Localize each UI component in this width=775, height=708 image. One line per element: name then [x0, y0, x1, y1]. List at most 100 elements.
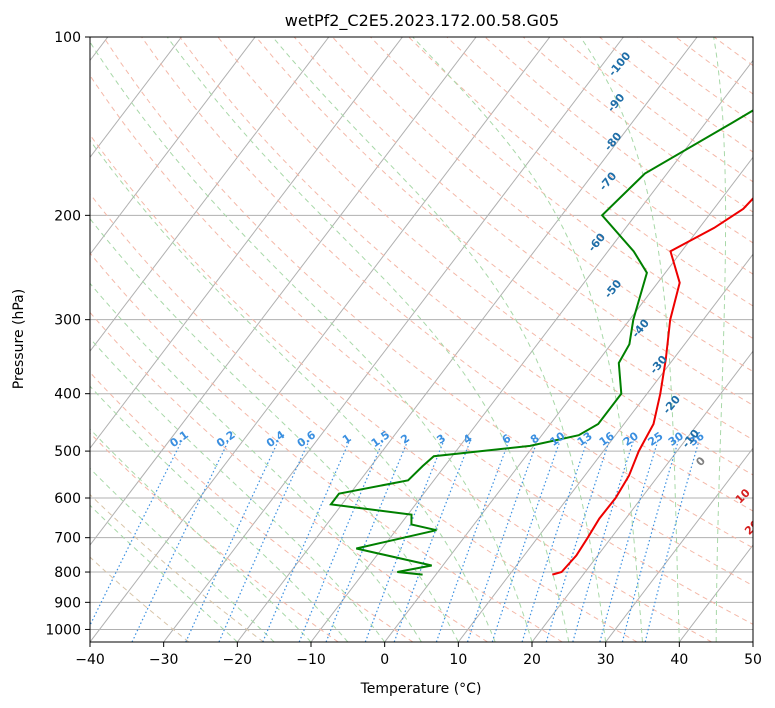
- y-tick-label: 700: [54, 531, 81, 547]
- mixing-ratio-line: [218, 440, 310, 642]
- mixing-ratio-line: [298, 440, 384, 642]
- dry-adiabat-line: [90, 432, 339, 642]
- isotherm-line: [678, 544, 753, 642]
- dry-adiabat-label: -60: [585, 230, 608, 254]
- dry-adiabat-line: [90, 193, 638, 642]
- moist-adiabat-line: [90, 217, 459, 642]
- y-axis-label: Pressure (hPa): [11, 289, 27, 389]
- mixing-ratio-label: 1.5: [369, 428, 392, 450]
- x-axis: −40 −30 −20 −10 0 10 20 30 40 50: [75, 642, 762, 668]
- y-tick-label: 400: [54, 387, 81, 403]
- y-tick-label: 300: [54, 313, 81, 329]
- mixing-ratio-label: 0.6: [295, 428, 319, 450]
- dry-adiabat-label: -90: [605, 91, 628, 115]
- dry-adiabat-line: [332, 37, 753, 373]
- mixing-ratio-line: [364, 440, 445, 642]
- isotherm-line: [90, 37, 403, 449]
- y-axis: 100 200 300 400 500 600 700 800 900 1000: [45, 30, 90, 638]
- mixing-ratio-line: [621, 440, 679, 642]
- mixing-ratio-label: 10: [548, 429, 568, 449]
- isotherm-line: [90, 37, 330, 353]
- plot-frame: [89, 36, 754, 643]
- dry-adiabat-line: [90, 311, 488, 642]
- mixing-ratio-line: [435, 440, 510, 642]
- mixing-ratio-label: 0.1: [167, 428, 190, 450]
- x-tick-label: 0: [380, 652, 389, 668]
- moist-adiabat-line: [90, 428, 312, 642]
- dry-adiabat-label: -80: [602, 130, 625, 154]
- mixing-ratio-line: [545, 440, 610, 642]
- moist-adiabat-line: [90, 504, 238, 642]
- moist-adiabat-label: 20: [742, 517, 762, 537]
- mixing-ratio-label: 1: [340, 432, 354, 447]
- moist-adiabat-line: [90, 282, 422, 642]
- moist-adiabat-line: [713, 37, 727, 642]
- moist-adiabats: [90, 37, 727, 642]
- y-tick-label: 600: [54, 491, 81, 507]
- x-tick-label: 10: [449, 652, 467, 668]
- dry-adiabat-label: -100: [606, 49, 634, 79]
- mixing-ratio-label: 20: [621, 429, 641, 449]
- isotherm-line: [163, 37, 624, 642]
- y-tick-label: 900: [54, 595, 81, 611]
- dry-adiabat-line: [637, 37, 753, 124]
- dry-adiabat-line: [255, 37, 753, 441]
- moist-adiabat-line: [412, 37, 643, 642]
- isotherm-line: [236, 37, 698, 642]
- dry-adiabat-line: [217, 37, 753, 476]
- moist-adiabat-line: [90, 139, 496, 642]
- mixing-ratio-label: 6: [500, 431, 514, 446]
- dry-adiabat-line: [90, 493, 264, 642]
- isotherm-line: [531, 350, 753, 642]
- moist-adiabat-line: [90, 41, 533, 642]
- temperature-profile-line: [552, 197, 753, 576]
- y-tick-label: 100: [54, 30, 81, 46]
- skewed-isotherm-gridlines: [90, 37, 753, 642]
- dry-adiabat-line: [90, 134, 712, 642]
- profile-series: [329, 109, 753, 576]
- moist-adiabat-line: [272, 37, 607, 642]
- isotherm-line: [90, 37, 256, 256]
- moist-adiabat-label: 10: [733, 486, 753, 506]
- dry-adiabat-line: [370, 37, 753, 340]
- mixing-ratio-line: [572, 440, 634, 642]
- isotherm-line: [457, 253, 753, 642]
- y-tick-label: 1000: [45, 622, 81, 638]
- mixing-ratio-line: [466, 440, 539, 642]
- dry-adiabat-line: [141, 37, 753, 549]
- mixing-ratio-label: 4: [461, 431, 475, 446]
- y-tick-label: 800: [54, 565, 81, 581]
- isotherm-line: [90, 37, 477, 546]
- mixing-ratio-label: 0.2: [214, 428, 237, 450]
- mixing-ratio-line: [393, 440, 471, 642]
- mixing-ratio-line: [644, 440, 700, 642]
- mixing-ratio-lines: [90, 440, 700, 642]
- dry-adiabat-line: [103, 37, 753, 587]
- isobar-gridlines: [90, 37, 753, 630]
- mixing-ratio-line: [185, 440, 279, 642]
- isotherm-line: [90, 37, 182, 159]
- dry-adiabat-line: [751, 37, 753, 39]
- mixing-ratio-label: 16: [597, 429, 617, 449]
- x-tick-label: 20: [523, 652, 541, 668]
- dry-adiabat-line: [90, 252, 563, 642]
- dry-adiabat-line: [446, 37, 753, 275]
- dry-adiabat-label: -70: [597, 169, 620, 193]
- isotherm-line: [605, 447, 753, 642]
- x-axis-label: Temperature (°C): [360, 681, 482, 697]
- x-tick-label: −40: [75, 652, 105, 668]
- dry-adiabat-line: [90, 74, 753, 625]
- mixing-ratio-line: [521, 440, 588, 642]
- mixing-ratio-label: 13: [575, 429, 595, 448]
- moist-adiabat-label: 0: [693, 454, 708, 469]
- mixing-ratio-line: [262, 440, 351, 642]
- moist-adiabat-label: 30: [754, 554, 774, 574]
- y-tick-label: 200: [54, 208, 81, 224]
- moist-adiabat-line: [90, 467, 275, 642]
- dry-adiabat-line: [90, 556, 190, 642]
- mixing-ratio-line: [599, 440, 659, 642]
- dry-adiabat-line: [408, 37, 753, 307]
- x-tick-label: −20: [223, 652, 253, 668]
- x-tick-label: 30: [597, 652, 615, 668]
